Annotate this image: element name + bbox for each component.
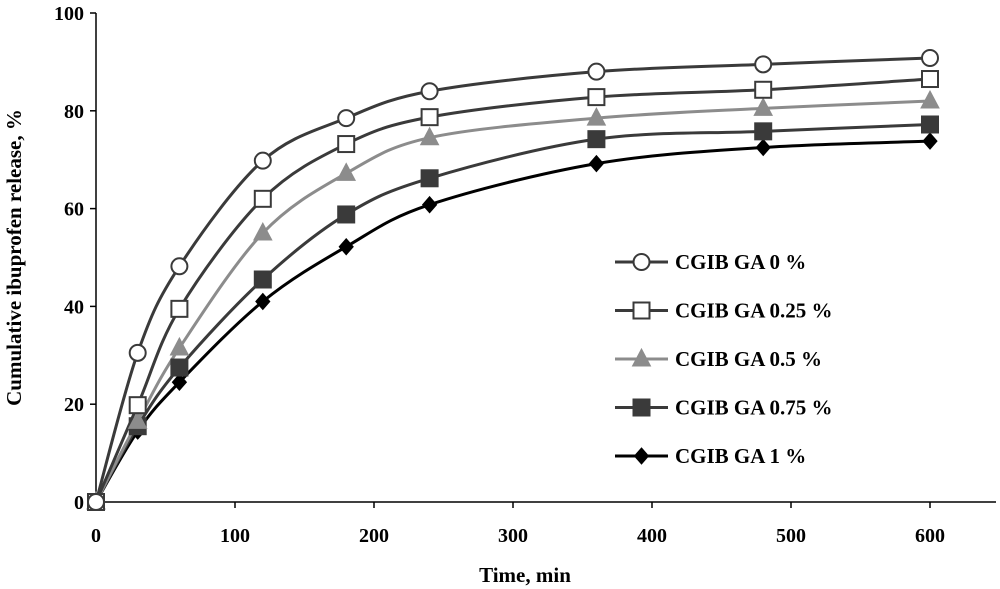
data-point (170, 257, 189, 276)
data-point (128, 396, 147, 415)
legend-label: CGIB GA 0.5 % (675, 347, 822, 371)
data-point (921, 115, 939, 134)
legend-marker (631, 347, 652, 367)
data-point (169, 336, 190, 356)
series-markers (86, 48, 940, 511)
y-tick-label: 60 (64, 199, 84, 221)
data-point (253, 151, 272, 170)
data-point (420, 82, 439, 101)
data-point (338, 237, 354, 256)
y-tick-label: 0 (74, 492, 84, 514)
data-point (920, 89, 940, 109)
x-tick-label: 500 (776, 525, 806, 547)
x-tick-label: 100 (220, 525, 250, 547)
x-tick-label: 300 (498, 525, 528, 547)
data-point (922, 132, 938, 150)
y-tick-label: 80 (64, 101, 84, 123)
x-axis-title: Time, min (479, 563, 571, 587)
data-point (253, 189, 272, 208)
data-point (587, 62, 606, 81)
data-point (420, 169, 439, 188)
data-point (252, 221, 273, 241)
legend-marker (632, 398, 651, 417)
data-point (336, 162, 357, 181)
legend-marker (632, 301, 651, 320)
data-point (337, 205, 356, 224)
data-point (170, 358, 189, 377)
x-tick-label: 200 (359, 525, 389, 547)
x-tick-label: 0 (91, 525, 101, 547)
data-point (171, 373, 188, 391)
series-line-2 (94, 77, 931, 503)
data-point (586, 107, 607, 126)
data-point (419, 126, 440, 146)
x-tick-label: 400 (637, 525, 667, 547)
y-tick-label: 40 (64, 296, 84, 318)
data-point (170, 299, 189, 318)
data-point (587, 88, 606, 107)
data-point (421, 195, 438, 214)
legend-label: CGIB GA 0.75 % (675, 396, 833, 420)
series-line-4 (94, 122, 931, 503)
data-point (921, 48, 939, 67)
legend-marker (632, 253, 651, 271)
data-point (587, 130, 606, 149)
legend-label: CGIB GA 1 % (675, 444, 806, 468)
y-tick-label: 20 (64, 394, 84, 416)
data-point (337, 109, 356, 128)
data-point (127, 410, 148, 429)
x-tick-label: 600 (915, 525, 945, 547)
data-point (128, 343, 147, 362)
legend-marker (633, 447, 650, 465)
data-point (753, 97, 774, 116)
legend: CGIB GA 0 % CGIB GA 0.25 % CGIB GA 0.5 % CG… (615, 250, 833, 468)
series-line-3 (94, 99, 931, 503)
data-point (255, 292, 271, 311)
y-tick-label: 100 (54, 3, 84, 25)
data-point (754, 80, 773, 99)
y-axis-title: Cumulative ibuprofen release, % (2, 109, 26, 406)
series-lines (94, 56, 931, 503)
axes (95, 13, 996, 503)
data-point (754, 122, 773, 141)
data-point (420, 108, 439, 127)
ticks: 0 20 40 60 80 100 0 100 200 300 400 500 600 (54, 3, 945, 547)
data-point (754, 55, 773, 74)
data-point (337, 135, 356, 154)
data-point (87, 493, 105, 511)
data-point (253, 270, 272, 289)
data-point (588, 154, 605, 173)
legend-label: CGIB GA 0 % (675, 250, 806, 274)
series-line-5 (94, 139, 931, 503)
data-point (755, 138, 771, 157)
data-point (921, 70, 939, 89)
legend-label: CGIB GA 0.25 % (675, 299, 833, 323)
